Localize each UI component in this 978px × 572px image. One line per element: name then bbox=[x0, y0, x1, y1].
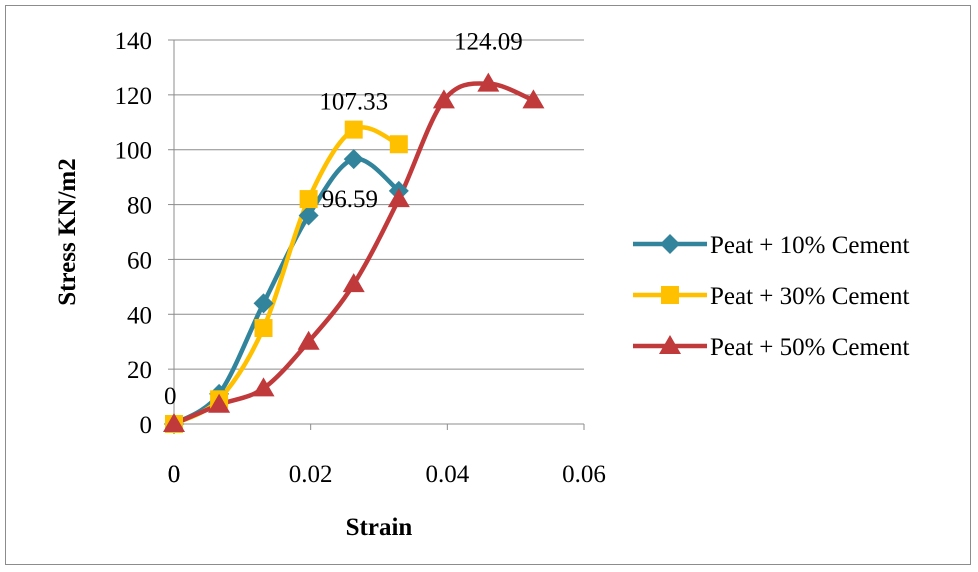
y-axis-title: Stress KN/m2 bbox=[54, 158, 81, 305]
series-line-2 bbox=[172, 125, 400, 427]
y-tick-label: 120 bbox=[115, 83, 153, 110]
x-tick-label: 0.04 bbox=[425, 461, 469, 488]
y-tick-label: 20 bbox=[127, 357, 152, 384]
y-tick-label: 40 bbox=[127, 302, 152, 329]
legend-label-2: Peat + 30% Cement bbox=[710, 283, 910, 310]
data-point-2 bbox=[254, 319, 273, 337]
data-label: 96.59 bbox=[322, 186, 378, 213]
legend-label-1: Peat + 10% Cement bbox=[710, 232, 910, 259]
data-labels: 124.09 107.33 96.59 0 bbox=[164, 29, 523, 410]
legend: Peat + 10% Cement Peat + 30% Cement Peat +… bbox=[633, 232, 910, 361]
y-tick-label: 140 bbox=[115, 28, 153, 55]
x-tick-label: 0.06 bbox=[562, 461, 606, 488]
data-point-1 bbox=[343, 149, 364, 170]
x-axis-title: Strain bbox=[346, 514, 413, 541]
axes: 0 20 40 60 80 100 120 140 0 0.02 0.04 0.06 0 bbox=[115, 28, 606, 488]
data-label: 124.09 bbox=[454, 29, 523, 56]
data-point-3 bbox=[387, 188, 410, 208]
data-point-2 bbox=[344, 120, 363, 139]
data-point-3 bbox=[208, 393, 231, 413]
data-point-3 bbox=[163, 413, 185, 432]
x-tick-label: 0.02 bbox=[289, 461, 333, 488]
y-tick-label: 100 bbox=[115, 138, 153, 165]
legend-marker-1 bbox=[660, 234, 680, 254]
y-tick-label: 0 bbox=[140, 412, 153, 439]
data-point-2 bbox=[299, 190, 318, 209]
data-point-3 bbox=[252, 377, 275, 397]
y-tick-label: 60 bbox=[127, 247, 152, 274]
x-tick-label: 0 bbox=[168, 461, 181, 488]
data-point-3 bbox=[342, 273, 365, 293]
data-point-1 bbox=[298, 205, 319, 226]
data-point-3 bbox=[522, 89, 545, 109]
data-point-3 bbox=[477, 72, 500, 92]
data-point-2 bbox=[389, 135, 408, 154]
legend-label-3: Peat + 50% Cement bbox=[710, 334, 910, 361]
data-point-3 bbox=[432, 89, 455, 109]
x-tick-label: 0 bbox=[168, 461, 181, 488]
series-markers bbox=[163, 72, 545, 434]
data-label: 0 bbox=[164, 383, 177, 410]
y-tick-label: 80 bbox=[127, 193, 152, 220]
legend-marker-3 bbox=[659, 335, 681, 354]
data-point-1 bbox=[253, 293, 274, 314]
legend-marker-2 bbox=[661, 286, 679, 304]
data-label: 107.33 bbox=[319, 89, 388, 116]
data-point-3 bbox=[297, 330, 320, 350]
chart-frame bbox=[5, 5, 971, 565]
